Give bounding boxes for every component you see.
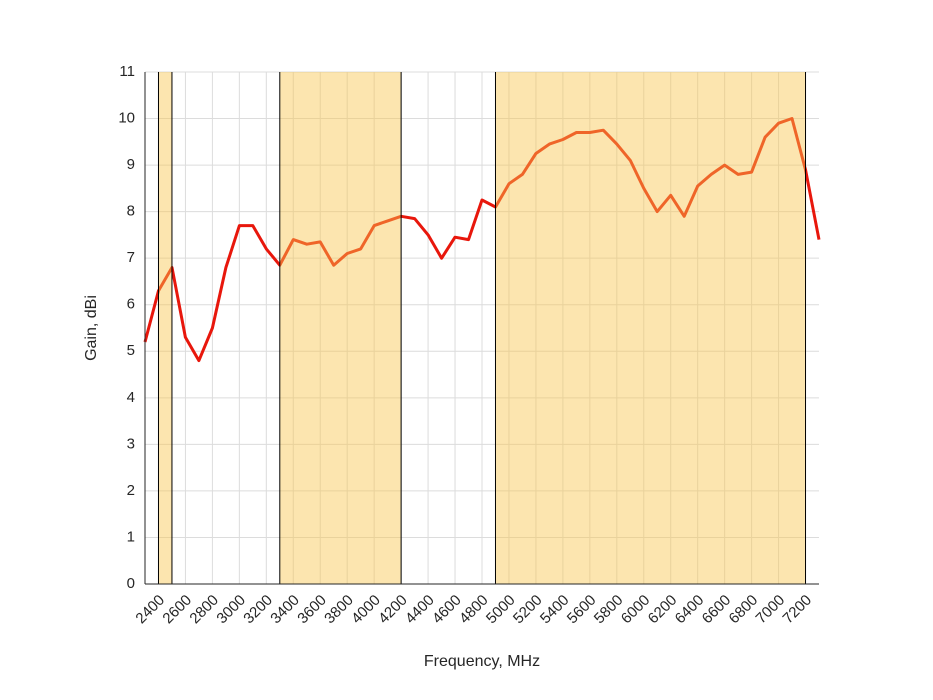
x-tick-label: 5800 — [591, 592, 627, 628]
x-tick-label: 2600 — [159, 592, 195, 628]
y-tick-label: 1 — [127, 528, 135, 545]
x-tick-label: 4200 — [375, 592, 411, 628]
y-tick-label: 0 — [127, 575, 135, 592]
y-tick-label: 6 — [127, 296, 135, 313]
x-tick-label: 5200 — [510, 592, 546, 628]
y-tick-label: 5 — [127, 342, 135, 359]
x-axis-label: Frequency, MHz — [424, 653, 540, 670]
x-tick-label: 4600 — [429, 592, 465, 628]
x-tick-label: 3200 — [240, 592, 276, 628]
x-tick-label: 3000 — [213, 592, 249, 628]
x-tick-label: 3400 — [267, 592, 303, 628]
x-tick-label: 2800 — [186, 592, 222, 628]
x-tick-label: 6000 — [618, 592, 654, 628]
x-tick-label: 6400 — [672, 592, 708, 628]
y-tick-label: 10 — [118, 110, 135, 127]
x-tick-label: 2400 — [132, 592, 168, 628]
x-tick-label: 5000 — [483, 592, 519, 628]
x-tick-label: 7200 — [780, 592, 816, 628]
x-tick-label: 4400 — [402, 592, 438, 628]
x-tick-label: 7000 — [753, 592, 789, 628]
band — [495, 72, 806, 584]
x-tick-label: 6200 — [645, 592, 681, 628]
x-tick-label: 3800 — [321, 592, 357, 628]
x-tick-label: 5400 — [537, 592, 573, 628]
y-tick-label: 11 — [119, 63, 135, 80]
x-tick-label: 5600 — [564, 592, 600, 628]
band — [279, 72, 402, 584]
y-axis-label: Gain, dBi — [83, 295, 100, 361]
x-tick-label: 4000 — [348, 592, 384, 628]
x-tick-label: 4800 — [456, 592, 492, 628]
y-tick-label: 2 — [127, 482, 135, 499]
y-tick-label: 8 — [127, 203, 135, 220]
y-tick-label: 4 — [127, 389, 135, 406]
x-tick-label: 6600 — [699, 592, 735, 628]
y-tick-label: 7 — [127, 249, 135, 266]
y-tick-label: 3 — [127, 435, 135, 452]
x-tick-label: 3600 — [294, 592, 330, 628]
y-tick-label: 9 — [127, 156, 135, 173]
gain-line — [143, 117, 821, 363]
band — [158, 72, 172, 584]
x-tick-label: 6800 — [726, 592, 762, 628]
